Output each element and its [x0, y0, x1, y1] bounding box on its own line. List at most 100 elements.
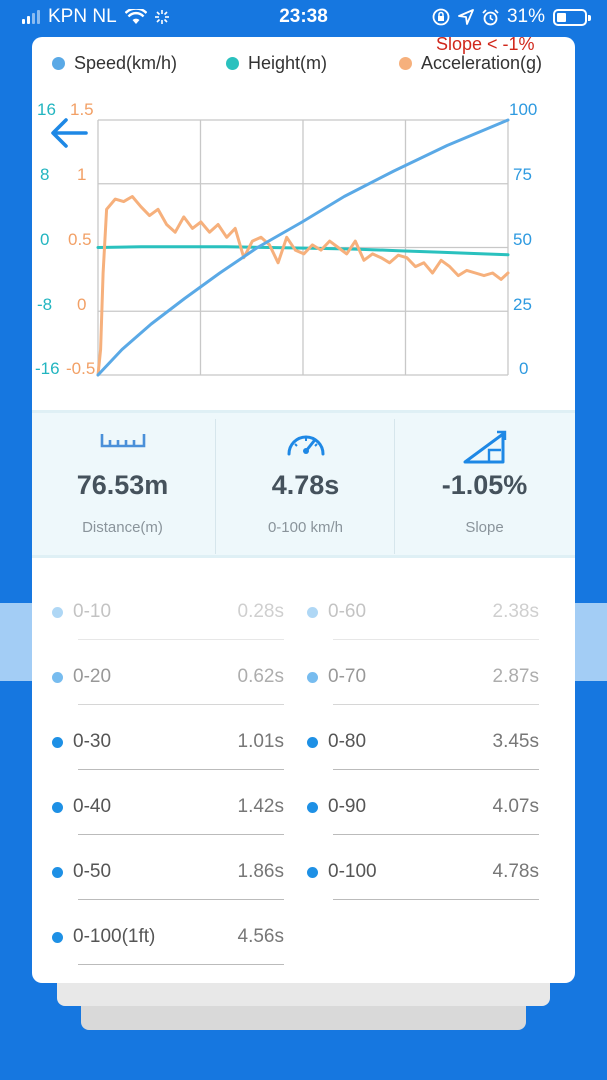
slope-value: -1.05% [441, 470, 528, 500]
back-arrow-icon[interactable] [48, 115, 88, 151]
status-right: 31% [432, 6, 591, 28]
row-divider [333, 769, 539, 770]
list-bullet [307, 802, 318, 813]
legend-height-label: Height(m) [248, 53, 328, 73]
row-divider [78, 769, 284, 770]
speed-tick: 50 [513, 230, 532, 249]
location-icon [458, 9, 474, 25]
list-item: 0-100(1ft) 4.56s [32, 917, 284, 977]
chart-plot [96, 118, 510, 377]
battery-percent: 31% [506, 6, 545, 27]
speed-tick: 25 [513, 295, 532, 314]
battery-icon [553, 8, 591, 26]
range-label: 0-40 [73, 796, 112, 817]
stat-divider [394, 419, 395, 554]
legend-speed-label: Speed(km/h) [74, 53, 178, 73]
list-bullet [307, 672, 318, 683]
row-divider [333, 834, 539, 835]
stat-distance: 76.53m Distance(m) [32, 413, 213, 555]
list-item: 0-30 1.01s [32, 722, 284, 782]
range-time: 0.28s [237, 601, 284, 622]
row-divider [78, 639, 284, 640]
range-label: 0-60 [328, 601, 367, 622]
list-item: 0-60 2.38s [287, 592, 539, 652]
range-time: 2.87s [492, 666, 539, 687]
speed-tick: 0 [519, 359, 529, 378]
speedometer-icon [287, 435, 324, 456]
stat-time: 4.78s 0-100 km/h [215, 413, 396, 555]
range-time: 0.62s [237, 666, 284, 687]
speed-tick: 100 [509, 100, 538, 119]
range-label: 0-70 [328, 666, 367, 687]
row-divider [78, 704, 284, 705]
range-label: 0-90 [328, 796, 367, 817]
acceleration-times-list: 0-10 0.28s 0-20 0.62s 0-30 1.01s 0-40 1.… [32, 592, 575, 982]
acceleration-tick: -0.5 [66, 359, 96, 378]
list-bullet [52, 672, 63, 683]
list-item: 0-20 0.62s [32, 657, 284, 717]
range-time: 1.01s [237, 731, 284, 752]
legend-height-dot [226, 57, 239, 70]
list-item: 0-50 1.86s [32, 852, 284, 912]
height-tick: 16 [37, 100, 56, 119]
range-time: 1.42s [237, 796, 284, 817]
orientation-lock-icon [432, 8, 450, 26]
list-item: 0-40 1.42s [32, 787, 284, 847]
legend-speed-dot [52, 57, 65, 70]
range-time: 4.56s [237, 926, 284, 947]
list-bullet [52, 932, 63, 943]
stat-slope: -1.05% Slope [394, 413, 575, 555]
range-time: 3.45s [492, 731, 539, 752]
ruler-icon [100, 434, 145, 448]
range-label: 0-50 [73, 861, 112, 882]
series-line-height [96, 245, 510, 257]
legend-height[interactable]: Height(m) [226, 53, 327, 74]
series-line-acceleration [96, 195, 510, 377]
range-time: 4.78s [492, 861, 539, 882]
time-label: 0-100 km/h [267, 519, 344, 536]
status-bar: KPN NL 23:38 31% [0, 0, 607, 34]
stat-divider [215, 419, 216, 554]
alarm-icon [482, 8, 499, 25]
distance-value: 76.53m [76, 470, 169, 500]
carrier-name: KPN NL [48, 6, 117, 27]
height-tick: 0 [40, 230, 50, 249]
status-left: KPN NL [22, 6, 169, 28]
clock: 23:38 [279, 6, 328, 27]
row-divider [333, 639, 539, 640]
list-bullet [52, 737, 63, 748]
series-line-speed [96, 118, 510, 377]
legend-acceleration[interactable]: Acceleration(g) [399, 53, 542, 74]
range-label: 0-20 [73, 666, 112, 687]
height-tick: -16 [35, 359, 60, 378]
list-bullet [307, 607, 318, 618]
loading-icon [154, 10, 169, 24]
height-tick: 8 [40, 165, 50, 184]
acceleration-tick: 1.5 [70, 100, 94, 119]
stats-panel: 76.53m Distance(m) 4.78s 0-100 km/h -1.0… [32, 410, 575, 558]
list-item: 0-70 2.87s [287, 657, 539, 717]
list-bullet [307, 737, 318, 748]
row-divider [78, 964, 284, 965]
wifi-icon [124, 9, 147, 24]
list-item: 0-90 4.07s [287, 787, 539, 847]
list-bullet [52, 607, 63, 618]
range-time: 1.86s [237, 861, 284, 882]
row-divider [78, 834, 284, 835]
legend-acceleration-dot [399, 57, 412, 70]
acceleration-tick: 0.5 [68, 230, 92, 249]
range-time: 4.07s [492, 796, 539, 817]
range-label: 0-30 [73, 731, 112, 752]
range-label: 0-80 [328, 731, 367, 752]
list-item: 0-10 0.28s [32, 592, 284, 652]
slope-icon [463, 430, 506, 464]
row-divider [78, 899, 284, 900]
legend-acceleration-label: Acceleration(g) [421, 53, 543, 73]
row-divider [333, 704, 539, 705]
legend-speed[interactable]: Speed(km/h) [52, 53, 177, 74]
list-bullet [52, 802, 63, 813]
slope-label: Slope [465, 519, 504, 536]
range-time: 2.38s [492, 601, 539, 622]
range-label: 0-100 [328, 861, 377, 882]
acceleration-tick: 1 [77, 165, 87, 184]
